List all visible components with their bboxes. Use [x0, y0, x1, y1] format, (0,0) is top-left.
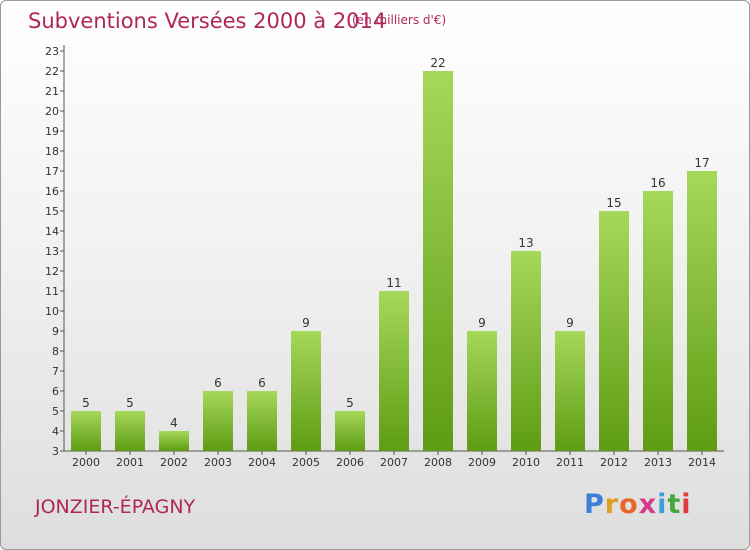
y-tick-label: 4 — [52, 425, 59, 438]
logo-letter: r — [604, 489, 620, 520]
bar-value-label: 4 — [170, 416, 178, 430]
proxiti-logo: Proxiti — [584, 489, 692, 520]
bar — [687, 171, 717, 451]
bar — [291, 331, 321, 451]
bar — [159, 431, 189, 451]
x-tick-label: 2003 — [204, 456, 232, 469]
x-tick-label: 2012 — [600, 456, 628, 469]
y-tick-label: 22 — [45, 65, 59, 78]
bar-value-label: 5 — [126, 396, 134, 410]
x-tick-label: 2000 — [72, 456, 100, 469]
bar — [555, 331, 585, 451]
chart-title: Subventions Versées 2000 à 2014 — [28, 9, 387, 33]
x-tick-label: 2009 — [468, 456, 496, 469]
x-tick-label: 2008 — [424, 456, 452, 469]
x-tick-label: 2010 — [512, 456, 540, 469]
x-tick-label: 2001 — [116, 456, 144, 469]
bar — [423, 71, 453, 451]
x-tick-label: 2011 — [556, 456, 584, 469]
bar-value-label: 9 — [478, 316, 486, 330]
bar — [115, 411, 145, 451]
bar — [71, 411, 101, 451]
y-tick-label: 13 — [45, 245, 59, 258]
logo-letter: i — [657, 489, 668, 520]
y-tick-label: 5 — [52, 405, 59, 418]
y-tick-label: 19 — [45, 125, 59, 138]
x-tick-label: 2004 — [248, 456, 276, 469]
x-tick-label: 2002 — [160, 456, 188, 469]
chart-subtitle: (en milliers d'€) — [352, 13, 447, 27]
bar-value-label: 9 — [302, 316, 310, 330]
y-tick-label: 10 — [45, 305, 59, 318]
x-tick-label: 2013 — [644, 456, 672, 469]
y-tick-label: 16 — [45, 185, 59, 198]
x-tick-label: 2007 — [380, 456, 408, 469]
bar-value-label: 22 — [430, 56, 445, 70]
commune-name: JONZIER-ÉPAGNY — [35, 496, 196, 518]
bar-value-label: 6 — [258, 376, 266, 390]
y-tick-label: 8 — [52, 345, 59, 358]
y-tick-label: 14 — [45, 225, 59, 238]
y-tick-label: 15 — [45, 205, 59, 218]
y-tick-label: 18 — [45, 145, 59, 158]
bar — [643, 191, 673, 451]
bar — [511, 251, 541, 451]
logo-letter: i — [681, 489, 692, 520]
bar — [203, 391, 233, 451]
bar-value-label: 5 — [346, 396, 354, 410]
bar — [335, 411, 365, 451]
bar-value-label: 9 — [566, 316, 574, 330]
y-tick-label: 23 — [45, 45, 59, 58]
bar-value-label: 15 — [606, 196, 621, 210]
y-tick-label: 3 — [52, 445, 59, 458]
bar — [247, 391, 277, 451]
bar-value-label: 11 — [386, 276, 401, 290]
x-tick-label: 2006 — [336, 456, 364, 469]
y-tick-label: 21 — [45, 85, 59, 98]
logo-letter: x — [638, 489, 658, 520]
y-tick-label: 17 — [45, 165, 59, 178]
bar-value-label: 5 — [82, 396, 90, 410]
logo-letter: P — [584, 489, 605, 520]
logo-letter: t — [667, 489, 682, 520]
bar — [599, 211, 629, 451]
bar — [467, 331, 497, 451]
bar-value-label: 16 — [650, 176, 665, 190]
y-tick-label: 20 — [45, 105, 59, 118]
y-tick-label: 7 — [52, 365, 59, 378]
x-tick-label: 2005 — [292, 456, 320, 469]
x-tick-label: 2014 — [688, 456, 716, 469]
logo-letter: o — [619, 489, 639, 520]
bar-value-label: 13 — [518, 236, 533, 250]
y-tick-label: 11 — [45, 285, 59, 298]
y-tick-label: 9 — [52, 325, 59, 338]
y-tick-label: 6 — [52, 385, 59, 398]
bar-value-label: 6 — [214, 376, 222, 390]
y-tick-label: 12 — [45, 265, 59, 278]
bar — [379, 291, 409, 451]
bar-value-label: 17 — [694, 156, 709, 170]
